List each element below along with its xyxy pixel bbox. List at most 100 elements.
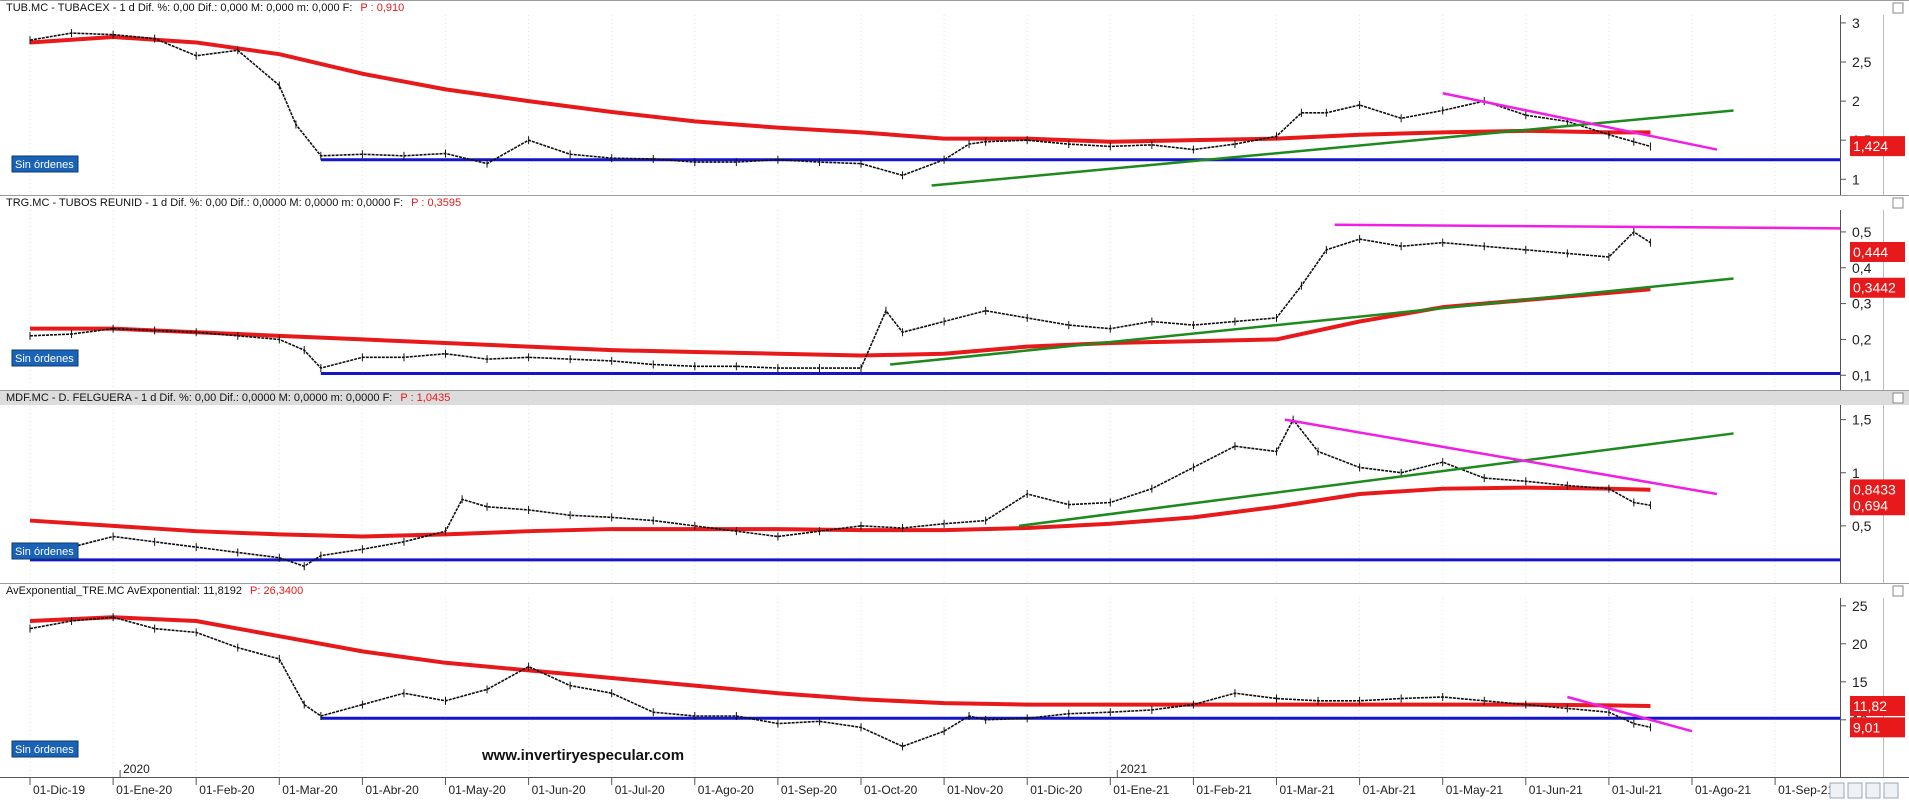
x-tick-label: 01-Jun-20 <box>532 783 586 797</box>
orders-button-label: Sin órdenes <box>15 353 74 365</box>
chart-panel-1: TUB.MC - TUBACEX - 1 d Dif. %: 0,00 Dif.… <box>0 0 1909 195</box>
y-tick-label: 0,4 <box>1852 260 1872 276</box>
uptrend-line <box>1018 432 1734 528</box>
panel-header-price: P: 26,3400 <box>250 585 303 597</box>
orders-button[interactable] <box>11 349 79 367</box>
panel-header-name: MDF.MC - D. FELGUERA - 1 d Dif. %: 0,00 … <box>6 392 392 404</box>
y-tick-label: 0,5 <box>1852 224 1872 240</box>
y-tick-label: 20 <box>1852 636 1868 652</box>
x-tick-label: 01-Sep-20 <box>781 783 837 797</box>
orders-button-label: Sin órdenes <box>15 546 74 558</box>
price-series-line <box>29 32 1651 177</box>
panel-header-name: TRG.MC - TUBOS REUNID - 1 d Dif. %: 0,00… <box>6 197 403 209</box>
price-series-line <box>29 418 1651 568</box>
price-tag <box>1850 241 1905 262</box>
x-tick-label: 01-Ene-21 <box>1113 783 1169 797</box>
x-tick-label: 01-Feb-20 <box>199 783 255 797</box>
x-tick-label: 01-Dic-20 <box>1030 783 1082 797</box>
panel-header-name: TUB.MC - TUBACEX - 1 d Dif. %: 0,00 Dif.… <box>6 2 352 14</box>
x-tick-label: 01-Mar-21 <box>1280 783 1336 797</box>
downtrend-line <box>1442 92 1718 151</box>
price-tag-label: 0,444 <box>1853 244 1888 260</box>
bottom-toolbar[interactable] <box>1829 782 1899 799</box>
close-icon[interactable] <box>1892 585 1904 597</box>
x-tick-label: 01-May-20 <box>449 783 507 797</box>
toolbar-button-2[interactable] <box>1847 782 1863 799</box>
year-label: 2020 <box>123 762 150 776</box>
panels-layer: TUB.MC - TUBACEX - 1 d Dif. %: 0,00 Dif.… <box>0 0 1909 777</box>
y-tick-label: 2 <box>1852 93 1860 109</box>
close-icon[interactable] <box>1892 2 1904 14</box>
y-tick-label: 1 <box>1852 171 1860 187</box>
downtrend-line <box>1567 695 1693 733</box>
x-axis-band <box>0 777 1909 800</box>
x-tick-label: 01-Abr-21 <box>1363 783 1417 797</box>
x-tick-label: 01-Jul-21 <box>1612 783 1662 797</box>
price-tag-label: 0,3442 <box>1853 280 1896 296</box>
moving-average-line <box>29 485 1651 539</box>
y-tick-label: 0,1 <box>1852 367 1872 383</box>
x-tick-label: 01-Jul-20 <box>615 783 665 797</box>
price-tag-label: 0,694 <box>1853 497 1888 513</box>
panel-header-bg <box>0 583 1909 598</box>
price-series-line <box>29 231 1651 369</box>
x-tick-label: 01-Abr-20 <box>365 783 419 797</box>
orders-button[interactable] <box>11 740 79 758</box>
x-tick-label: 01-Mar-20 <box>282 783 338 797</box>
x-tick-label: 01-Nov-20 <box>947 783 1003 797</box>
y-tick-label: 1,5 <box>1852 412 1872 428</box>
year-label: 2021 <box>1120 762 1147 776</box>
y-tick-label: 2,5 <box>1852 54 1872 70</box>
watermark: www.invertiryespecular.com <box>481 747 684 764</box>
x-tick-label: 01-May-21 <box>1446 783 1504 797</box>
panel-header-bg <box>0 390 1909 405</box>
y-tick-label: 0,5 <box>1852 518 1872 534</box>
toolbar-button-4[interactable] <box>1883 782 1899 799</box>
y-tick-label: 3 <box>1852 15 1860 31</box>
y-tick-label: 1 <box>1852 465 1860 481</box>
panel-header-name: AvExponential_TRE.MC AvExponential: 11,8… <box>6 585 242 597</box>
price-tag <box>1850 695 1905 716</box>
orders-button[interactable] <box>11 155 79 173</box>
chart-panel-2: TRG.MC - TUBOS REUNID - 1 d Dif. %: 0,00… <box>0 195 1909 390</box>
price-tag <box>1850 495 1905 516</box>
uptrend-line <box>889 277 1734 366</box>
uptrend-line <box>931 109 1734 187</box>
toolbar-button-3[interactable] <box>1865 782 1881 799</box>
price-tag-label: 1,424 <box>1853 138 1888 154</box>
x-tick-label: 01-Ago-20 <box>698 783 754 797</box>
x-tick-label: 01-Ene-20 <box>116 783 172 797</box>
chart-panel-3: MDF.MC - D. FELGUERA - 1 d Dif. %: 0,00 … <box>0 390 1909 583</box>
close-icon[interactable] <box>1892 197 1904 209</box>
y-tick-label: 0,3 <box>1852 296 1872 312</box>
price-tag-label: 9,01 <box>1853 719 1880 735</box>
orders-button-label: Sin órdenes <box>15 159 74 171</box>
y-tick-label: 0,2 <box>1852 331 1872 347</box>
x-tick-label: 01-Oct-20 <box>864 783 918 797</box>
price-tag <box>1850 717 1905 738</box>
panel-header-bg <box>0 195 1909 210</box>
x-tick-label: 01-Ago-21 <box>1695 783 1751 797</box>
x-tick-label: 01-Sep-21 <box>1778 783 1834 797</box>
price-tag <box>1850 277 1905 298</box>
price-tag-label: 0,8433 <box>1853 481 1896 497</box>
moving-average-line <box>29 615 1651 708</box>
x-tick-label: 01-Jun-21 <box>1529 783 1583 797</box>
toolbar-button-1[interactable] <box>1829 782 1845 799</box>
price-tag <box>1850 136 1905 157</box>
x-axis: 01-Dic-19 01-Ene-20 01-Feb-20 01-Mar-20 01-A… <box>0 762 1909 800</box>
orders-button-label: Sin órdenes <box>15 744 74 756</box>
downtrend-line <box>1334 223 1841 230</box>
y-tick-label: 25 <box>1852 598 1868 614</box>
panel-header-price: P : 0,910 <box>360 2 404 14</box>
panel-header-bg <box>0 0 1909 15</box>
x-tick-label: 01-Feb-21 <box>1196 783 1252 797</box>
price-tag <box>1850 479 1905 500</box>
panel-header-price: P : 1,0435 <box>400 392 450 404</box>
orders-button[interactable] <box>11 542 79 560</box>
panel-header-price: P : 0,3595 <box>411 197 461 209</box>
close-icon[interactable] <box>1892 392 1904 404</box>
price-tag-label: 11,82 <box>1853 698 1887 714</box>
x-tick-label: 01-Dic-19 <box>33 783 85 797</box>
